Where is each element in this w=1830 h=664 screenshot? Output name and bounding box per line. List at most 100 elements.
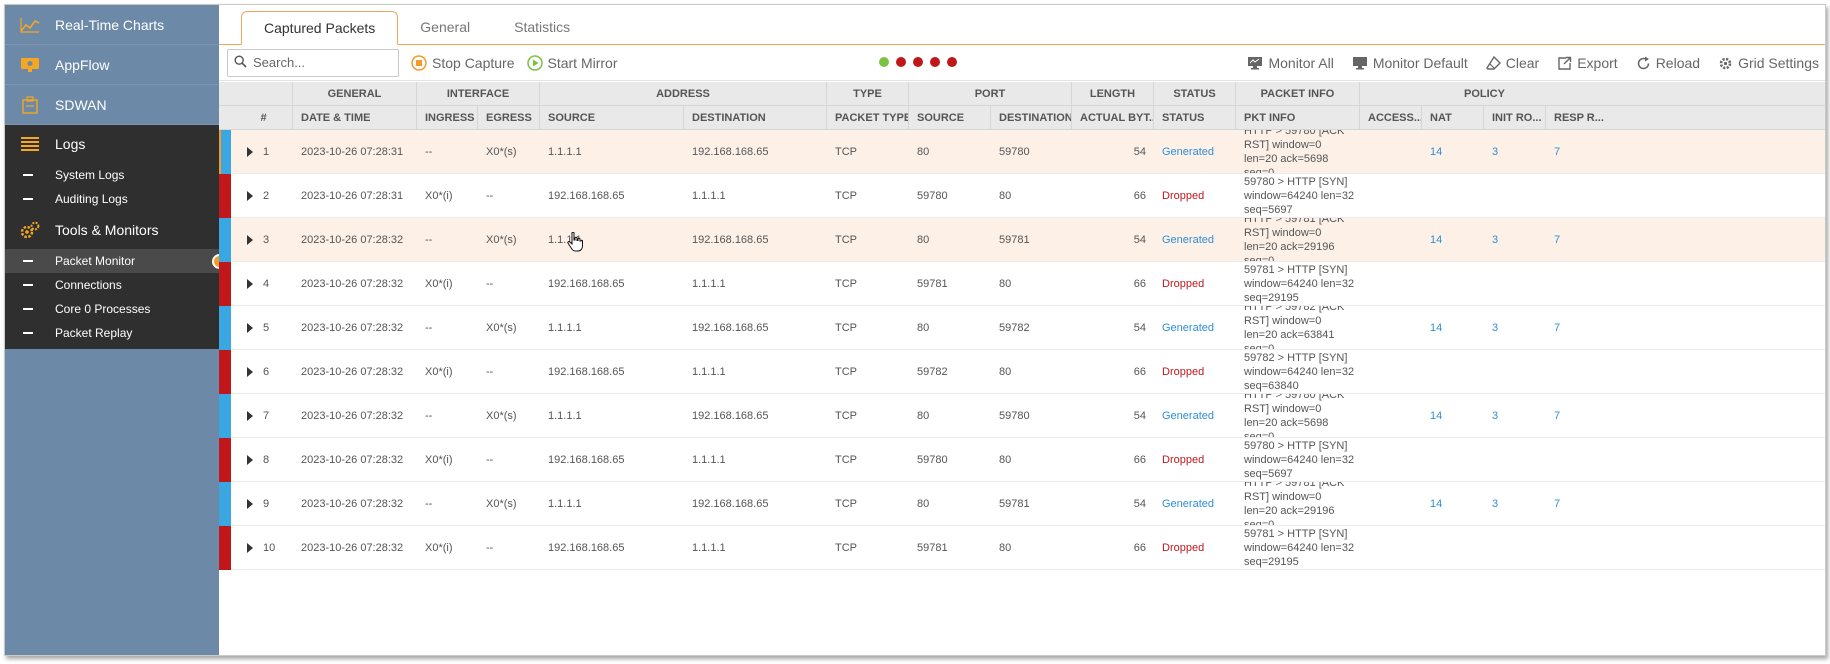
cell-init-route[interactable]: 3 (1492, 321, 1499, 334)
row-expander[interactable]: 3 (219, 218, 293, 261)
sidebar-item-system-logs[interactable]: System Logs (5, 163, 219, 187)
sidebar-item-core-processes[interactable]: Core 0 Processes (5, 297, 219, 321)
table-row[interactable]: 1 2023-10-26 07:28:31 -- X0*(s) 1.1.1.1 192.1… (219, 130, 1825, 174)
table-row[interactable]: 7 2023-10-26 07:28:32 -- X0*(s) 1.1.1.1 192.1… (219, 394, 1825, 438)
cell-init-route[interactable]: 3 (1492, 409, 1499, 422)
search-input[interactable] (253, 55, 383, 70)
row-expander[interactable]: 5 (219, 306, 293, 349)
cell-nat[interactable]: 14 (1430, 497, 1443, 510)
cell-init-route[interactable]: 3 (1492, 233, 1499, 246)
cell-nat[interactable]: 14 (1430, 321, 1443, 334)
cell-resp-route[interactable]: 7 (1554, 497, 1561, 510)
sidebar-item-connections[interactable]: Connections (5, 273, 219, 297)
expand-caret-icon[interactable] (247, 234, 253, 245)
column-header-pkt-info[interactable]: PKT INFO (1236, 106, 1360, 129)
sidebar-item-label: Connections (55, 278, 122, 292)
column-header-actual-bytes[interactable]: ACTUAL BYT... (1072, 106, 1154, 129)
cell-source-port: 80 (917, 409, 930, 422)
cell-destination-address: 192.168.168.65 (692, 409, 769, 422)
sidebar-item-packet-monitor[interactable]: Packet Monitor (5, 249, 227, 273)
sidebar-item-real-time-charts[interactable]: Real-Time Charts (5, 5, 219, 45)
sidebar-item-auditing-logs[interactable]: Auditing Logs (5, 187, 219, 211)
table-row[interactable]: 2 2023-10-26 07:28:31 X0*(i) -- 192.168.168.… (219, 174, 1825, 218)
cell-destination-address: 1.1.1.1 (692, 453, 726, 466)
expand-caret-icon[interactable] (247, 366, 253, 377)
column-header-ingress[interactable]: INGRESS (417, 106, 478, 129)
expand-caret-icon[interactable] (247, 190, 253, 201)
tab-statistics[interactable]: Statistics (514, 19, 571, 35)
row-expander[interactable]: 6 (219, 350, 293, 393)
column-header-init-route[interactable]: INIT RO... (1484, 106, 1546, 129)
reload-button[interactable]: Reload (1636, 55, 1700, 71)
row-expander[interactable]: 1 (219, 130, 293, 173)
table-row[interactable]: 9 2023-10-26 07:28:32 -- X0*(s) 1.1.1.1 192.1… (219, 482, 1825, 526)
start-mirror-button[interactable]: Start Mirror (526, 55, 618, 71)
expand-caret-icon[interactable] (247, 454, 253, 465)
column-header-access[interactable]: ACCESS... (1360, 106, 1422, 129)
table-row[interactable]: 5 2023-10-26 07:28:32 -- X0*(s) 1.1.1.1 192.1… (219, 306, 1825, 350)
cell-resp-route (1546, 526, 1609, 569)
row-number-text: 1 (263, 145, 270, 158)
cell-nat[interactable]: 14 (1430, 145, 1443, 158)
expand-caret-icon[interactable] (247, 278, 253, 289)
row-expander[interactable]: 8 (219, 438, 293, 481)
column-header-nat[interactable]: NAT (1422, 106, 1484, 129)
expand-caret-icon[interactable] (247, 322, 253, 333)
sidebar-item-sdwan[interactable]: SDWAN (5, 85, 219, 125)
row-expander[interactable]: 2 (219, 174, 293, 217)
tab-captured-packets[interactable]: Captured Packets (241, 11, 399, 45)
column-header-egress[interactable]: EGRESS (478, 106, 540, 129)
monitor-all-button[interactable]: Monitor All (1247, 55, 1334, 71)
expand-caret-icon[interactable] (247, 146, 253, 157)
cell-nat[interactable]: 14 (1430, 409, 1443, 422)
cell-init-route[interactable]: 3 (1492, 497, 1499, 510)
expand-caret-icon[interactable] (247, 410, 253, 421)
expand-caret-icon[interactable] (247, 542, 253, 553)
table-row[interactable]: 4 2023-10-26 07:28:32 X0*(i) -- 192.168.168.… (219, 262, 1825, 306)
table-row[interactable]: 8 2023-10-26 07:28:32 X0*(i) -- 192.168.168.… (219, 438, 1825, 482)
sidebar-item-appflow[interactable]: AppFlow (5, 45, 219, 85)
group-header-address: ADDRESS (540, 82, 827, 105)
table-row[interactable]: 6 2023-10-26 07:28:32 X0*(i) -- 192.168.168.… (219, 350, 1825, 394)
sidebar-item-tools-monitors[interactable]: Tools & Monitors (5, 211, 219, 249)
table-row[interactable]: 10 2023-10-26 07:28:32 X0*(i) -- 192.168.168… (219, 526, 1825, 570)
cell-status: Generated (1162, 497, 1214, 510)
column-header-destination-port[interactable]: DESTINATION (991, 106, 1072, 129)
row-expander[interactable]: 4 (219, 262, 293, 305)
row-expander[interactable]: 10 (219, 526, 293, 569)
row-expander[interactable]: 9 (219, 482, 293, 525)
column-header-number[interactable]: # (219, 106, 293, 129)
cell-resp-route (1546, 174, 1609, 217)
cell-source-address: 192.168.168.65 (548, 541, 625, 554)
export-button[interactable]: Export (1557, 55, 1618, 71)
cell-access (1360, 394, 1422, 437)
sidebar-item-packet-replay[interactable]: Packet Replay (5, 321, 219, 349)
tab-general[interactable]: General (420, 19, 471, 35)
column-header-status[interactable]: STATUS (1154, 106, 1236, 129)
column-header-packet-type[interactable]: PACKET TYPE (827, 106, 909, 129)
cell-pkt-info: HTTP > 59782 [ACK RST] window=0 len=20 a… (1244, 306, 1345, 349)
cell-resp-route[interactable]: 7 (1554, 233, 1561, 246)
column-header-destination-address[interactable]: DESTINATION (684, 106, 827, 129)
column-header-date-time[interactable]: DATE & TIME (293, 106, 417, 129)
cell-resp-route[interactable]: 7 (1554, 145, 1561, 158)
table-row[interactable]: 3 2023-10-26 07:28:32 -- X0*(s) 1.1.1.1 192.1… (219, 218, 1825, 262)
column-header-source-port[interactable]: SOURCE (909, 106, 991, 129)
grid-settings-button[interactable]: Grid Settings (1718, 55, 1819, 71)
row-expander[interactable]: 7 (219, 394, 293, 437)
cell-init-route (1484, 262, 1546, 305)
monitor-default-button[interactable]: Monitor Default (1352, 55, 1468, 71)
hand-cursor-icon (567, 231, 583, 255)
column-header-resp-route[interactable]: RESP R... (1554, 111, 1604, 124)
export-icon (1557, 56, 1572, 71)
cell-egress: -- (486, 453, 494, 466)
clear-button[interactable]: Clear (1485, 55, 1539, 71)
cell-resp-route[interactable]: 7 (1554, 409, 1561, 422)
sidebar-item-logs[interactable]: Logs (5, 125, 219, 163)
stop-capture-button[interactable]: Stop Capture (411, 55, 515, 71)
column-header-source-address[interactable]: SOURCE (540, 106, 684, 129)
cell-init-route[interactable]: 3 (1492, 145, 1499, 158)
cell-resp-route[interactable]: 7 (1554, 321, 1561, 334)
expand-caret-icon[interactable] (247, 498, 253, 509)
cell-nat[interactable]: 14 (1430, 233, 1443, 246)
